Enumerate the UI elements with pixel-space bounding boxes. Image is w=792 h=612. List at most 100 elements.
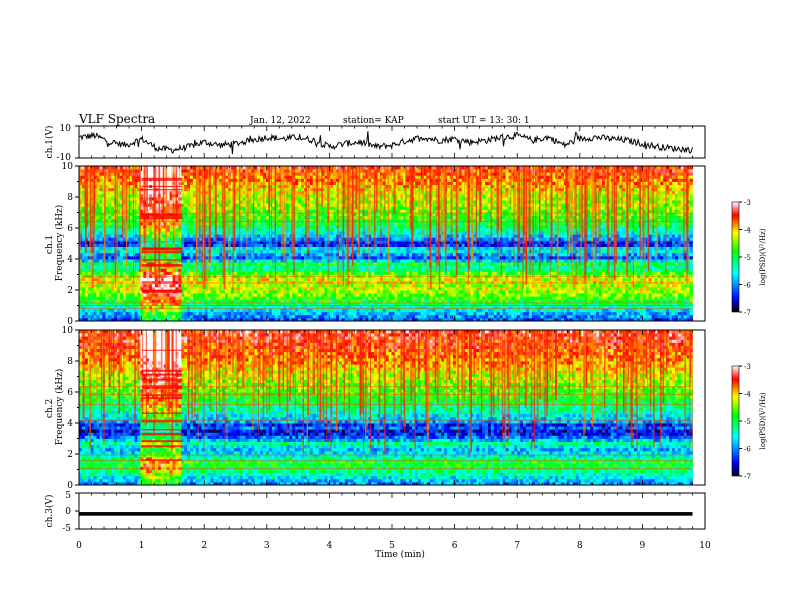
ch1-spectrogram-cell bbox=[470, 315, 473, 319]
ch1-spectrogram-cell bbox=[479, 299, 482, 303]
ch1-spectrogram-cell bbox=[380, 293, 383, 297]
ch1-spectrogram-cell bbox=[427, 315, 430, 319]
ch1-spectrogram-cell bbox=[117, 299, 120, 303]
ch1-spectrogram-cell bbox=[199, 312, 202, 316]
ch1-spectrogram-cell bbox=[251, 299, 254, 303]
ch1-spectrogram-cell bbox=[456, 296, 459, 300]
ch1-spectrogram-cell bbox=[345, 299, 348, 303]
ch1-spectrogram-cell bbox=[336, 315, 339, 319]
ch1-spectrogram-cell bbox=[546, 293, 549, 297]
ch1-spectrogram-cell bbox=[105, 296, 108, 300]
ch1-spectrogram-cell bbox=[348, 312, 351, 316]
ch1-spectrogram-cell bbox=[167, 293, 170, 297]
ch1-spectrogram-cell bbox=[310, 309, 313, 313]
ch1-spectrogram-cell bbox=[576, 299, 579, 303]
ch1-spectrogram-cell bbox=[468, 293, 471, 297]
ch1-spectrogram-cell bbox=[415, 312, 418, 316]
ch1-spectrogram-cell bbox=[579, 315, 582, 319]
ch1-spectrogram-cell bbox=[111, 315, 114, 319]
ch1-spectrogram-cell bbox=[558, 315, 561, 319]
ch1-spectrogram-cell bbox=[523, 312, 526, 316]
ch1-spectrogram-cell bbox=[687, 309, 690, 313]
ch1-spectrogram-cell bbox=[424, 315, 427, 319]
ch1-spectrogram-cell bbox=[634, 299, 637, 303]
ch1-spectrogram-cell bbox=[278, 315, 281, 319]
ch1-spectrogram-cell bbox=[88, 299, 91, 303]
ch1-spectrogram-cell bbox=[336, 296, 339, 300]
ch1-spectrogram-cell bbox=[468, 296, 471, 300]
ch1-spectrogram-cell bbox=[672, 315, 675, 319]
ch1-spectrogram-cell bbox=[488, 293, 491, 297]
ch1-spectrogram-cell bbox=[409, 315, 412, 319]
ch1-spectrogram-cell bbox=[473, 315, 476, 319]
ch1-waveform-panel: 10 -10 ch.1(V) bbox=[44, 124, 705, 163]
ch1-spectrogram-cell bbox=[231, 315, 234, 319]
ch1-spectrogram-cell bbox=[421, 312, 424, 316]
ch1-spectrogram-cell bbox=[462, 296, 465, 300]
ch1-spectrogram-cell bbox=[111, 312, 114, 316]
ch1-spectrogram-cell bbox=[336, 299, 339, 303]
ch1-spectrogram-cell bbox=[663, 296, 666, 300]
ch1-spectrogram-cell bbox=[117, 296, 120, 300]
ch1-spectrogram-cell bbox=[108, 309, 111, 313]
ch1-spectrogram-cell bbox=[342, 315, 345, 319]
ch1-spectrogram-cell bbox=[132, 309, 135, 313]
ch1-spectrogram-cell bbox=[456, 309, 459, 313]
ch1-spectrogram-cell bbox=[149, 315, 152, 319]
ch1-spectrogram-cell bbox=[573, 293, 576, 297]
ch1-spectrogram-cell bbox=[105, 293, 108, 297]
ch1-spectrogram-cell bbox=[675, 309, 678, 313]
ch1-spectrogram-cell bbox=[508, 293, 511, 297]
ch1-spectrogram-cell bbox=[596, 309, 599, 313]
ch1-spectrogram-cell bbox=[222, 293, 225, 297]
ch1-spectrogram-cell bbox=[584, 315, 587, 319]
ch1-spectrogram-cell bbox=[108, 296, 111, 300]
ch1-spectrogram-cell bbox=[342, 293, 345, 297]
ch1-spectrogram-cell bbox=[508, 299, 511, 303]
ch1-spectrogram-cell bbox=[234, 315, 237, 319]
ch1-spectrogram-cell bbox=[178, 312, 181, 316]
ch1-spectrogram-cell bbox=[619, 315, 622, 319]
ch1-spectrogram-cell bbox=[383, 309, 386, 313]
ch1-spectrogram-cell bbox=[374, 296, 377, 300]
ch1-spectrogram-cell bbox=[570, 309, 573, 313]
ch1-spectrogram-cell bbox=[333, 309, 336, 313]
ch1-spectrogram-cell bbox=[494, 315, 497, 319]
ch1-spectrogram-cell bbox=[535, 309, 538, 313]
ch1-spectrogram-cell bbox=[266, 299, 269, 303]
ch1-spectrogram-cell bbox=[240, 293, 243, 297]
ch1-spectrogram-cell bbox=[397, 315, 400, 319]
ch1-spectrogram-cell bbox=[283, 315, 286, 319]
ch1-spectrogram-cell bbox=[681, 315, 684, 319]
ch1-spectrogram-cell bbox=[135, 299, 138, 303]
ch1-spectrogram-cell bbox=[491, 296, 494, 300]
ch1-spectrogram-cell bbox=[508, 312, 511, 316]
ch1-spectrogram-cell bbox=[117, 293, 120, 297]
ch1-spectrogram-cell bbox=[257, 299, 260, 303]
ch1-spectrogram-cell bbox=[619, 299, 622, 303]
ch1-spectrogram-cell bbox=[605, 299, 608, 303]
ch1-spectrogram-cell bbox=[389, 315, 392, 319]
ch1-spectrogram-cell bbox=[473, 296, 476, 300]
ch1-spectrogram-cell bbox=[482, 293, 485, 297]
ch1-spectrogram-cell bbox=[552, 312, 555, 316]
ch1-spectrogram-cell bbox=[85, 296, 88, 300]
ch1-spectrogram-cell bbox=[246, 309, 249, 313]
ch1-spectrogram-cell bbox=[365, 309, 368, 313]
ch1-spectrogram-cell bbox=[298, 296, 301, 300]
ch1-spectrogram-cell bbox=[532, 312, 535, 316]
ch1-spectrogram-cell bbox=[427, 299, 430, 303]
ch1-spectrogram-cell bbox=[99, 315, 102, 319]
ch1-spectrogram-cell bbox=[386, 312, 389, 316]
ch1-spectrogram-cell bbox=[132, 293, 135, 297]
ch1-spectrogram-cell bbox=[482, 315, 485, 319]
ch1-spectrogram-cell bbox=[327, 312, 330, 316]
figure-title: VLF Spectra bbox=[78, 112, 155, 126]
ch1-spectrogram-cell bbox=[380, 299, 383, 303]
ch1-spectrogram-cell bbox=[310, 293, 313, 297]
ch1-spectrogram-cell bbox=[275, 296, 278, 300]
ch1-spectrogram-cell bbox=[304, 293, 307, 297]
ch1-spectrogram-cell bbox=[526, 312, 529, 316]
ch1-spectrogram-cell bbox=[500, 293, 503, 297]
ch1-spectrogram-cell bbox=[473, 299, 476, 303]
